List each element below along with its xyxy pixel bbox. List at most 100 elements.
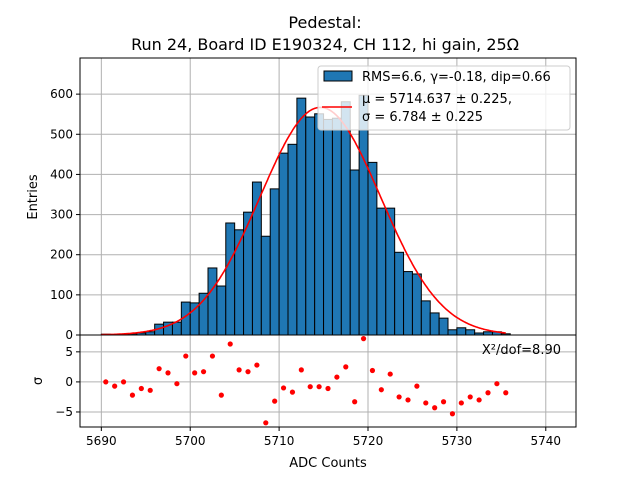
residual-point [183, 353, 188, 358]
histogram-bar [324, 119, 333, 335]
residual-point [343, 364, 348, 369]
residual-point [405, 397, 410, 402]
chart-title-line1: Pedestal: [288, 13, 361, 32]
residual-point [325, 386, 330, 391]
chi2-annotation: X²/dof=8.90 [482, 343, 561, 358]
residual-point [370, 368, 375, 373]
histogram-bar [279, 153, 288, 335]
histogram-bar [395, 252, 404, 335]
residual-point [388, 371, 393, 376]
residual-point [103, 379, 108, 384]
residual-point [397, 394, 402, 399]
residual-point [121, 379, 126, 384]
x-tick-label: 5730 [442, 434, 473, 448]
histogram-bar [430, 313, 439, 335]
y-tick-label: 100 [50, 288, 73, 302]
histogram-bar [261, 236, 270, 335]
histogram-bar [235, 230, 244, 335]
histogram-bar [226, 223, 235, 335]
histogram-bar [297, 98, 306, 335]
residual-point [263, 420, 268, 425]
histogram-bar [404, 272, 413, 335]
histogram-bar [332, 118, 341, 335]
residual-point [423, 400, 428, 405]
residual-point [272, 399, 277, 404]
residual-point [494, 381, 499, 386]
residual-point [130, 393, 135, 398]
residual-point [317, 384, 322, 389]
histogram-bar [466, 330, 475, 335]
residual-point [290, 390, 295, 395]
histogram-bar [190, 303, 199, 335]
legend-hist-label: RMS=6.6, γ=-0.18, dip=0.66 [362, 70, 551, 85]
histogram-bar [306, 117, 315, 335]
x-tick-label: 5720 [353, 434, 384, 448]
residual-point [254, 362, 259, 367]
x-tick-label: 5700 [175, 434, 206, 448]
residual-point [165, 370, 170, 375]
residual-point [503, 390, 508, 395]
residual-point [237, 367, 242, 372]
legend-fit-label-line2: σ = 6.784 ± 0.225 [362, 110, 483, 125]
residual-point [477, 397, 482, 402]
histogram-bar [457, 328, 466, 335]
legend-hist-swatch [324, 71, 352, 81]
residual-point [308, 384, 313, 389]
residual-point [210, 353, 215, 358]
histogram-bar [341, 102, 350, 335]
residual-point [432, 405, 437, 410]
residual-point [201, 369, 206, 374]
residual-point [281, 385, 286, 390]
histogram-bar [172, 322, 181, 335]
residual-point [139, 386, 144, 391]
y-tick-label: 0 [65, 375, 73, 389]
x-tick-label: 5710 [264, 434, 295, 448]
residual-point [192, 370, 197, 375]
residual-point [379, 387, 384, 392]
residual-point [334, 374, 339, 379]
residual-point [441, 399, 446, 404]
y-tick-label: 0 [65, 328, 73, 342]
histogram-bar [359, 95, 368, 335]
residual-point [414, 384, 419, 389]
y-tick-label: 5 [65, 345, 73, 359]
residual-point [157, 366, 162, 371]
residual-point [468, 394, 473, 399]
residual-point [299, 367, 304, 372]
residual-point [112, 384, 117, 389]
y-axis-label-sigma: σ [31, 377, 46, 385]
histogram-bar [448, 330, 457, 335]
residual-point [459, 400, 464, 405]
residual-point [148, 388, 153, 393]
histogram-bar [368, 162, 377, 335]
residual-point [228, 341, 233, 346]
residual-point [361, 336, 366, 341]
histogram-bar [208, 268, 217, 335]
residual-point [485, 390, 490, 395]
histogram-bars [101, 95, 510, 335]
histogram-bar [421, 301, 430, 335]
y-tick-label: 600 [50, 87, 73, 101]
histogram-bar [270, 189, 279, 335]
legend-fit-label-line1: μ = 5714.637 ± 0.225, [362, 92, 512, 107]
histogram-bar [377, 208, 386, 335]
histogram-bar [288, 144, 297, 335]
histogram-bar [217, 286, 226, 335]
y-tick-label: 200 [50, 248, 73, 262]
residual-point [450, 411, 455, 416]
x-axis-label: ADC Counts [289, 456, 367, 471]
x-tick-label: 5740 [531, 434, 562, 448]
residual-point [245, 369, 250, 374]
legend: RMS=6.6, γ=-0.18, dip=0.66 μ = 5714.637 … [318, 66, 570, 130]
bottom-y-ticks: −5 0 5 [55, 345, 80, 419]
y-tick-label: 400 [50, 167, 73, 181]
y-tick-label: −5 [55, 405, 73, 419]
chart-title-line2: Run 24, Board ID E190324, CH 112, hi gai… [131, 35, 519, 54]
histogram-bar [350, 170, 359, 335]
residual-point [174, 381, 179, 386]
residual-point [352, 399, 357, 404]
y-tick-label: 500 [50, 127, 73, 141]
